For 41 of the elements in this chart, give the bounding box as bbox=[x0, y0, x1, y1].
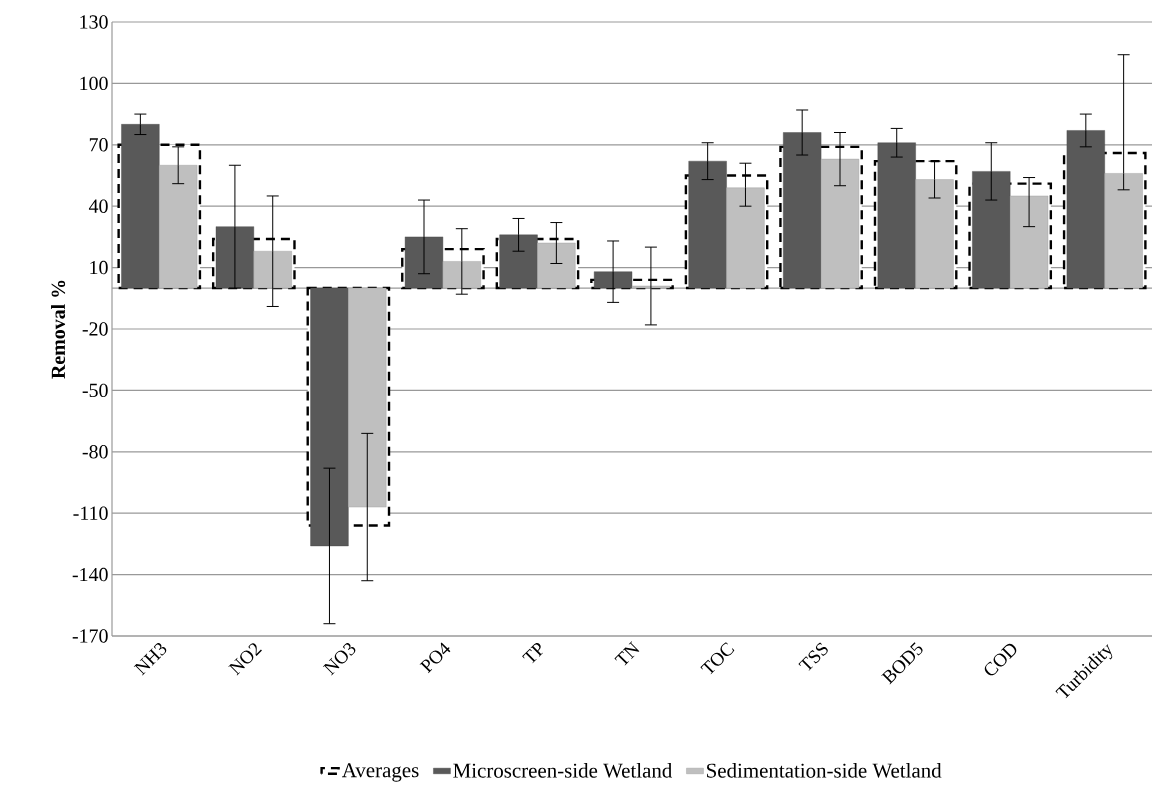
x-tick-label: TP bbox=[522, 642, 543, 664]
bar bbox=[915, 179, 954, 289]
bar bbox=[726, 187, 765, 289]
bar bbox=[820, 158, 860, 289]
y-tick-label: 100 bbox=[80, 76, 108, 91]
x-tick-label: TN bbox=[614, 641, 640, 666]
bar bbox=[537, 242, 576, 289]
legend-label: Sedimentation-side Wetland bbox=[707, 762, 942, 778]
bar bbox=[593, 271, 633, 289]
y-tick-label: 70 bbox=[89, 138, 108, 152]
bar bbox=[1066, 130, 1105, 289]
bar bbox=[972, 171, 1011, 289]
legend-label: Microscreen-side Wetland bbox=[453, 762, 673, 778]
bar bbox=[688, 160, 727, 289]
y-tick-label: -80 bbox=[82, 445, 108, 459]
bar bbox=[499, 234, 538, 289]
x-tick-label: TSS bbox=[798, 642, 828, 671]
bar bbox=[1009, 195, 1049, 289]
bar bbox=[159, 165, 198, 289]
legend-label: Averages bbox=[341, 763, 419, 782]
y-tick-label: 130 bbox=[80, 15, 108, 29]
y-tick-label: -20 bbox=[82, 322, 108, 336]
bar bbox=[1104, 173, 1143, 289]
bar bbox=[631, 285, 671, 289]
bar bbox=[783, 132, 822, 289]
bar bbox=[253, 251, 292, 289]
bar bbox=[121, 124, 160, 289]
bar bbox=[442, 261, 481, 289]
x-tick-label: NO2 bbox=[228, 643, 262, 676]
y-tick-label: -50 bbox=[82, 383, 108, 398]
y-axis-title: Removal % bbox=[51, 280, 66, 379]
x-tick-label: PO4 bbox=[419, 642, 451, 674]
x-tick-label: TOC bbox=[700, 642, 735, 675]
y-tick-label: -110 bbox=[73, 506, 108, 520]
y-tick-label: -170 bbox=[72, 629, 108, 643]
y-tick-label: 10 bbox=[90, 260, 108, 275]
y-tick-label: 40 bbox=[88, 199, 108, 213]
bar bbox=[877, 142, 916, 289]
bar bbox=[348, 287, 387, 508]
bar bbox=[310, 287, 349, 547]
y-tick-label: -140 bbox=[72, 567, 108, 582]
